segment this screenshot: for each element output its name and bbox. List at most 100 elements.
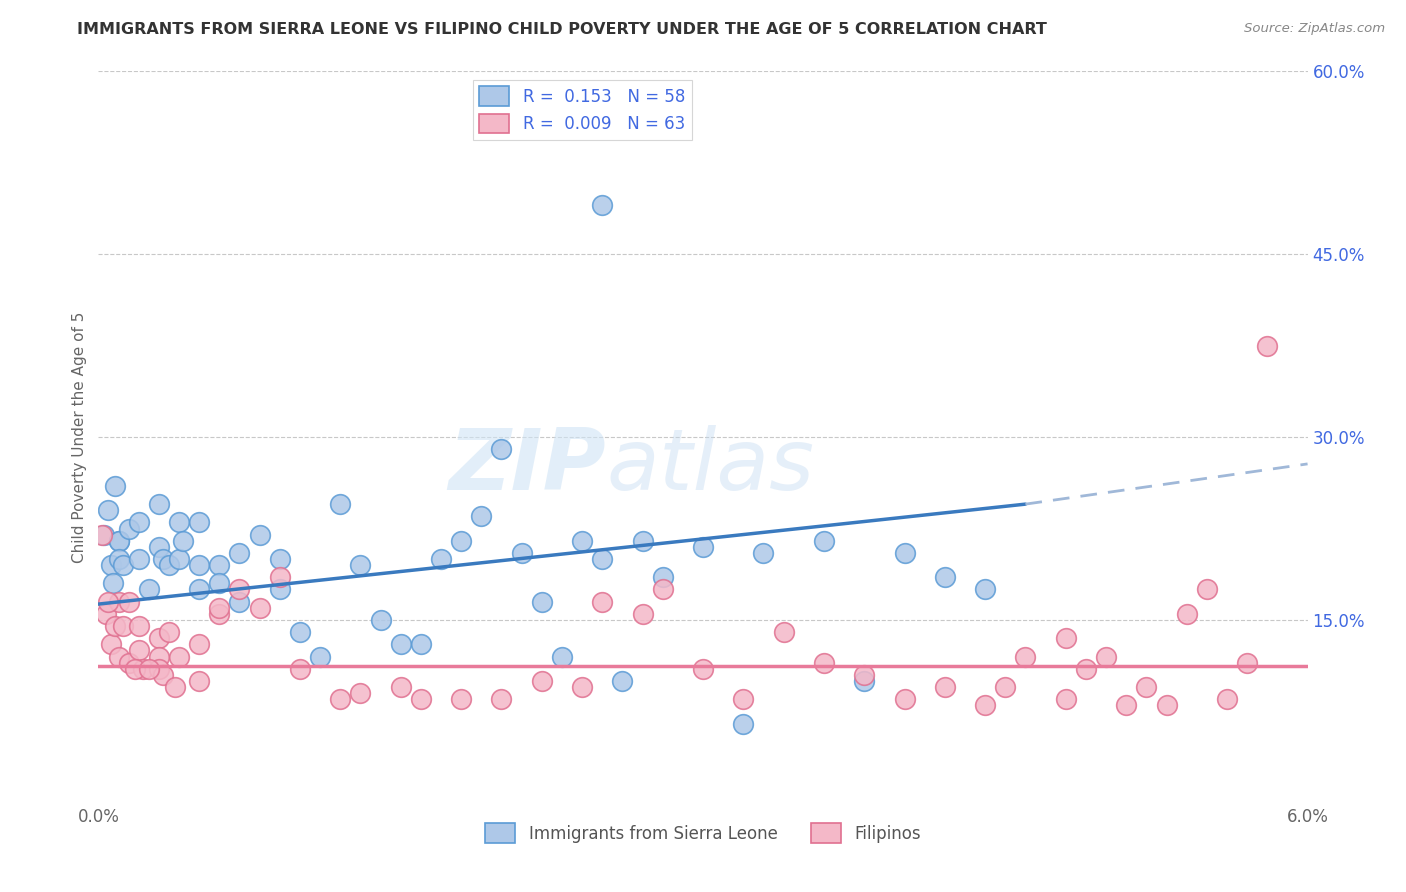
Point bbox=[1054, 632, 1077, 646]
Point bbox=[450, 533, 472, 548]
Point bbox=[124, 662, 146, 676]
Point bbox=[752, 546, 775, 560]
Point bbox=[631, 607, 654, 621]
Point bbox=[118, 656, 141, 670]
Point bbox=[1095, 649, 1118, 664]
Point bbox=[591, 552, 613, 566]
Point bbox=[893, 546, 915, 560]
Point bbox=[329, 692, 352, 706]
Point bbox=[571, 533, 593, 548]
Point bbox=[148, 662, 170, 676]
Point bbox=[772, 625, 794, 640]
Point bbox=[1014, 649, 1036, 664]
Point bbox=[96, 607, 118, 621]
Point bbox=[148, 632, 170, 646]
Point bbox=[132, 662, 155, 676]
Point bbox=[1054, 692, 1077, 706]
Text: IMMIGRANTS FROM SIERRA LEONE VS FILIPINO CHILD POVERTY UNDER THE AGE OF 5 CORREL: IMMIGRANTS FROM SIERRA LEONE VS FILIPINO… bbox=[77, 22, 1047, 37]
Point bbox=[128, 516, 150, 530]
Point bbox=[148, 497, 170, 511]
Point bbox=[188, 582, 211, 597]
Point bbox=[188, 516, 211, 530]
Point bbox=[733, 692, 755, 706]
Point bbox=[409, 637, 432, 651]
Point bbox=[1236, 656, 1258, 670]
Point bbox=[269, 570, 291, 584]
Point bbox=[152, 667, 174, 681]
Point bbox=[128, 643, 150, 657]
Point bbox=[97, 594, 120, 608]
Point bbox=[208, 600, 231, 615]
Point bbox=[692, 662, 714, 676]
Point bbox=[853, 673, 876, 688]
Point bbox=[450, 692, 472, 706]
Point bbox=[530, 594, 553, 608]
Point bbox=[651, 582, 673, 597]
Point bbox=[530, 673, 553, 688]
Point bbox=[107, 552, 129, 566]
Point bbox=[228, 582, 250, 597]
Point bbox=[152, 552, 174, 566]
Point bbox=[813, 656, 835, 670]
Point bbox=[118, 594, 141, 608]
Point bbox=[309, 649, 332, 664]
Point bbox=[107, 533, 129, 548]
Text: atlas: atlas bbox=[606, 425, 814, 508]
Point bbox=[157, 625, 180, 640]
Point bbox=[551, 649, 574, 664]
Point bbox=[103, 619, 125, 633]
Point bbox=[188, 637, 211, 651]
Point bbox=[157, 558, 180, 573]
Point bbox=[1135, 680, 1157, 694]
Point bbox=[208, 607, 231, 621]
Point bbox=[228, 546, 250, 560]
Point bbox=[651, 570, 673, 584]
Point bbox=[107, 533, 129, 548]
Point bbox=[101, 576, 124, 591]
Point bbox=[128, 552, 150, 566]
Y-axis label: Child Poverty Under the Age of 5: Child Poverty Under the Age of 5 bbox=[72, 311, 87, 563]
Point bbox=[591, 594, 613, 608]
Point bbox=[288, 625, 311, 640]
Point bbox=[974, 582, 997, 597]
Point bbox=[249, 600, 271, 615]
Point bbox=[329, 497, 352, 511]
Point bbox=[612, 673, 634, 688]
Point bbox=[934, 570, 956, 584]
Point bbox=[510, 546, 533, 560]
Point bbox=[1156, 698, 1178, 713]
Point bbox=[288, 662, 311, 676]
Point bbox=[249, 527, 271, 541]
Point bbox=[111, 619, 134, 633]
Point bbox=[148, 649, 170, 664]
Point bbox=[571, 680, 593, 694]
Point bbox=[853, 667, 876, 681]
Point bbox=[1115, 698, 1137, 713]
Point bbox=[491, 442, 513, 457]
Point bbox=[430, 552, 453, 566]
Point bbox=[591, 198, 613, 212]
Point bbox=[409, 692, 432, 706]
Point bbox=[188, 673, 211, 688]
Point bbox=[91, 527, 114, 541]
Point bbox=[167, 516, 190, 530]
Point bbox=[349, 558, 371, 573]
Point bbox=[733, 716, 755, 731]
Point bbox=[1256, 338, 1278, 352]
Point bbox=[93, 527, 115, 541]
Point bbox=[100, 637, 122, 651]
Point bbox=[208, 576, 231, 591]
Point bbox=[470, 509, 492, 524]
Point bbox=[370, 613, 392, 627]
Point bbox=[934, 680, 956, 694]
Point bbox=[107, 649, 129, 664]
Point bbox=[1195, 582, 1218, 597]
Point bbox=[893, 692, 915, 706]
Point bbox=[188, 558, 211, 573]
Point bbox=[692, 540, 714, 554]
Point bbox=[208, 558, 231, 573]
Point bbox=[228, 594, 250, 608]
Point bbox=[100, 558, 122, 573]
Point bbox=[107, 594, 129, 608]
Point bbox=[118, 521, 141, 535]
